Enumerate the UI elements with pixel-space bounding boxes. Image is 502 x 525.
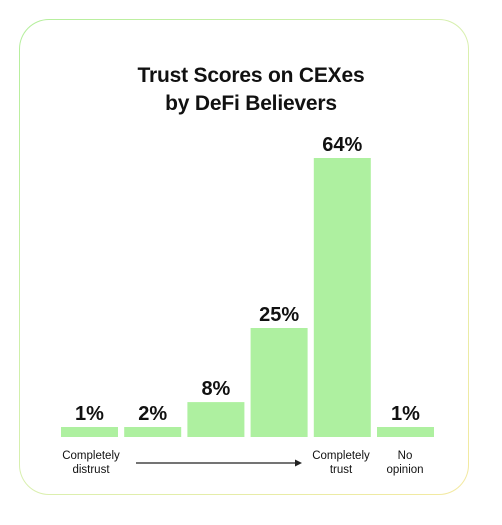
bar-1 [124,427,182,437]
chart-title-line-2: by DeFi Believers [165,92,337,115]
value-label-4: 64% [322,134,362,156]
bar-4 [313,158,371,437]
scale-arrow [136,459,302,467]
category-label-no-opinion-line-1: No [397,450,413,462]
category-label-completely-distrust-line-2: distrust [72,464,110,476]
category-label-completely-trust-line-2: trust [329,464,353,476]
chart-title-line-1: Trust Scores on CEXes [137,64,365,87]
category-label-completely-trust-line-1: Completely [312,450,370,462]
value-label-1: 2% [138,403,167,425]
bars-group [61,158,434,437]
category-label-completely-distrust-line-1: Completely [62,450,120,462]
bar-2 [187,402,245,437]
bar-3 [250,328,308,437]
bar-5 [377,427,434,437]
value-label-5: 1% [391,403,420,425]
scale-arrow-head [295,459,302,467]
value-label-3: 25% [259,304,299,326]
category-label-completely-distrust: Completely distrust [51,449,131,477]
category-label-no-opinion: No opinion [377,449,433,477]
chart-title: Trust Scores on CEXes by DeFi Believers [0,62,502,118]
value-label-2: 8% [201,378,230,400]
category-label-completely-trust: Completely trust [303,449,379,477]
category-label-no-opinion-line-2: opinion [386,464,424,476]
value-labels-group: 1% 2% 8% 25% 64% 1% [75,134,420,425]
bar-0 [61,427,118,437]
value-label-0: 1% [75,403,104,425]
